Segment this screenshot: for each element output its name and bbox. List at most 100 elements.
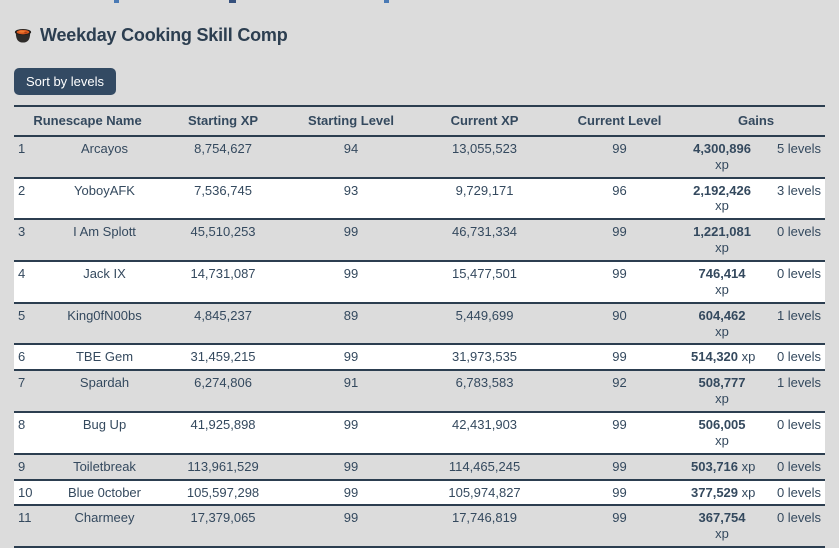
current-level-cell: 99 [552,412,688,455]
column-header: Current Level [552,105,688,137]
table-row: 9 Toiletbreak 113,961,529 99 114,465,245 99 50… [14,453,826,481]
rank-cell: 2 [14,177,48,221]
current-xp-cell: 114,465,245 [417,453,553,481]
table-row: 10 Blue 0ctober 105,597,298 99 105,974,827 99… [14,479,826,507]
gains-xp-cell: 2,192,426 xp [687,177,758,221]
starting-level-cell: 99 [285,479,418,507]
gains-xp-cell: 506,005 xp [687,412,758,455]
name-cell: Blue 0ctober [48,479,162,507]
column-header: Current XP [417,105,553,137]
table-body: 1 Arcayos 8,754,627 94 13,055,523 99 4,300,896… [14,135,826,548]
current-xp-cell: 46,731,334 [417,219,553,263]
gains-xp-value: 367,754 [698,510,746,526]
gains-xp-cell: 514,320 xp [687,344,758,372]
current-xp-cell: 15,477,501 [417,261,553,304]
current-xp-cell: 6,783,583 [417,370,553,414]
rank-cell: 4 [14,261,48,304]
name-cell: Toiletbreak [48,453,162,481]
gains-xp-cell: 746,414 xp [687,261,758,304]
gains-levels-cell: 0 levels [757,479,826,507]
name-cell: I Am Splott [48,219,162,263]
starting-level-cell: 99 [285,344,418,372]
gains-xp-value: 746,414 [698,266,746,282]
column-header: Starting Level [285,105,418,137]
name-cell: Arcayos [48,135,162,179]
starting-level-cell: 99 [285,219,418,263]
starting-xp-cell: 31,459,215 [161,344,286,372]
leaderboard-table: Runescape Name Starting XP Starting Level C… [14,105,826,548]
starting-level-cell: 93 [285,177,418,221]
rank-cell: 10 [14,479,48,507]
current-level-cell: 99 [552,219,688,263]
table-row: 2 YoboyAFK 7,536,745 93 9,729,171 96 2,192,426… [14,177,826,221]
current-level-cell: 99 [552,261,688,304]
gains-xp-value: 506,005 [698,417,746,433]
gains-xp-value: 2,192,426 [693,182,751,198]
gains-levels-cell: 0 levels [757,261,826,304]
gains-levels-cell: 0 levels [757,412,826,455]
starting-xp-cell: 105,597,298 [161,479,286,507]
gains-xp-value: 508,777 [698,375,746,391]
gains-xp-cell: 377,529 xp [687,479,758,507]
name-cell: Jack IX [48,261,162,304]
gains-levels-cell: 5 levels [757,135,826,179]
current-level-cell: 99 [552,479,688,507]
table-row: 5 King0fN00bs 4,845,237 89 5,449,699 90 604,46… [14,302,826,346]
name-cell: TBE Gem [48,344,162,372]
table-header-row: Runescape Name Starting XP Starting Level C… [14,105,826,137]
column-header: Runescape Name [14,105,162,137]
gains-levels-cell: 0 levels [757,453,826,481]
gains-xp-cell: 508,777 xp [687,370,758,414]
starting-level-cell: 99 [285,261,418,304]
starting-xp-cell: 14,731,087 [161,261,286,304]
current-level-cell: 90 [552,302,688,346]
current-xp-cell: 42,431,903 [417,412,553,455]
starting-level-cell: 94 [285,135,418,179]
current-level-cell: 99 [552,453,688,481]
starting-xp-cell: 17,379,065 [161,505,286,548]
gains-xp-cell: 1,221,081 xp [687,219,758,263]
rank-cell: 1 [14,135,48,179]
gains-levels-cell: 1 levels [757,302,826,346]
gains-xp-value: 4,300,896 [693,140,751,156]
name-cell: Charmeey [48,505,162,548]
current-xp-cell: 17,746,819 [417,505,553,548]
current-level-cell: 99 [552,135,688,179]
column-header: Gains [687,105,826,137]
table-row: 6 TBE Gem 31,459,215 99 31,973,535 99 514,320 … [14,344,826,372]
starting-level-cell: 91 [285,370,418,414]
gains-levels-cell: 1 levels [757,370,826,414]
gains-xp-cell: 4,300,896 xp [687,135,758,179]
current-level-cell: 92 [552,370,688,414]
gains-levels-cell: 0 levels [757,344,826,372]
starting-xp-cell: 7,536,745 [161,177,286,221]
name-cell: King0fN00bs [48,302,162,346]
gains-xp-cell: 367,754 xp [687,505,758,548]
sort-by-levels-button[interactable]: Sort by levels [14,68,117,95]
starting-xp-cell: 8,754,627 [161,135,286,179]
table-row: 11 Charmeey 17,379,065 99 17,746,819 99 367,75… [14,505,826,548]
current-level-cell: 99 [552,505,688,548]
page-title: Weekday Cooking Skill Comp [40,25,288,45]
rank-cell: 7 [14,370,48,414]
gains-levels-cell: 3 levels [757,177,826,221]
gains-xp-cell: 604,462 xp [687,302,758,346]
gains-levels-cell: 0 levels [757,505,826,548]
cooking-pot-icon [14,29,32,43]
gains-xp-value: 1,221,081 [693,224,751,240]
gains-xp-cell: 503,716 xp [687,453,758,481]
current-level-cell: 96 [552,177,688,221]
starting-xp-cell: 113,961,529 [161,453,286,481]
starting-xp-cell: 4,845,237 [161,302,286,346]
starting-level-cell: 99 [285,453,418,481]
rank-cell: 9 [14,453,48,481]
current-xp-cell: 13,055,523 [417,135,553,179]
gains-levels-cell: 0 levels [757,219,826,263]
current-xp-cell: 105,974,827 [417,479,553,507]
table-row: 1 Arcayos 8,754,627 94 13,055,523 99 4,300,896… [14,135,826,179]
rank-cell: 8 [14,412,48,455]
gains-xp-value: 514,320 [691,349,739,365]
